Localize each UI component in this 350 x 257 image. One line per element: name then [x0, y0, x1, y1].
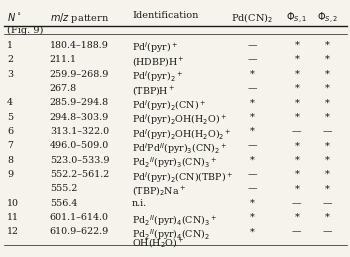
Text: *: *	[250, 113, 254, 122]
Text: 7: 7	[7, 141, 13, 150]
Text: —: —	[292, 227, 301, 236]
Text: 6: 6	[7, 127, 13, 136]
Text: (TBP)H$^+$: (TBP)H$^+$	[132, 84, 175, 97]
Text: 3: 3	[7, 70, 13, 79]
Text: OH(H$_2$O)$^+$: OH(H$_2$O)$^+$	[132, 236, 184, 249]
Text: —: —	[247, 84, 257, 93]
Text: *: *	[325, 185, 330, 194]
Text: *: *	[250, 127, 254, 136]
Text: —: —	[323, 127, 332, 136]
Text: *: *	[325, 113, 330, 122]
Text: 610.9–622.9: 610.9–622.9	[50, 227, 109, 236]
Text: n.i.: n.i.	[132, 199, 147, 208]
Text: *: *	[250, 156, 254, 165]
Text: 552.2–561.2: 552.2–561.2	[50, 170, 109, 179]
Text: —: —	[247, 141, 257, 150]
Text: —: —	[247, 55, 257, 64]
Text: 285.9–294.8: 285.9–294.8	[50, 98, 109, 107]
Text: Pd$_2$$^{II}$(pyr)$_4$(CN)$_2$: Pd$_2$$^{II}$(pyr)$_4$(CN)$_2$	[132, 227, 210, 242]
Text: 1: 1	[7, 41, 13, 50]
Text: 211.1: 211.1	[50, 55, 77, 64]
Text: *: *	[325, 141, 330, 150]
Text: 9: 9	[7, 170, 13, 179]
Text: Pd$^I$Pd$^{II}$(pyr)$_3$(CN)$_2$$^+$: Pd$^I$Pd$^{II}$(pyr)$_3$(CN)$_2$$^+$	[132, 141, 228, 156]
Text: 4: 4	[7, 98, 13, 107]
Text: *: *	[325, 55, 330, 64]
Text: Pd$_2$$^{II}$(pyr)$_4$(CN)$_3$$^+$: Pd$_2$$^{II}$(pyr)$_4$(CN)$_3$$^+$	[132, 213, 217, 228]
Text: *: *	[250, 199, 254, 208]
Text: —: —	[292, 199, 301, 208]
Text: *: *	[294, 84, 299, 93]
Text: —: —	[247, 185, 257, 194]
Text: 313.1–322.0: 313.1–322.0	[50, 127, 109, 136]
Text: $N^\circ$
(Fig. 9): $N^\circ$ (Fig. 9)	[7, 11, 43, 35]
Text: —: —	[323, 199, 332, 208]
Text: 11: 11	[7, 213, 19, 222]
Text: *: *	[294, 70, 299, 79]
Text: *: *	[325, 98, 330, 107]
Text: *: *	[325, 41, 330, 50]
Text: *: *	[294, 141, 299, 150]
Text: *: *	[294, 156, 299, 165]
Text: 601.1–614.0: 601.1–614.0	[50, 213, 109, 222]
Text: 523.0–533.9: 523.0–533.9	[50, 156, 109, 165]
Text: Pd$^I$(pyr)$_2$(CN)$^+$: Pd$^I$(pyr)$_2$(CN)$^+$	[132, 98, 206, 113]
Text: *: *	[325, 213, 330, 222]
Text: Pd$^I$(pyr)$_2$OH(H$_2$O)$^+$: Pd$^I$(pyr)$_2$OH(H$_2$O)$^+$	[132, 113, 227, 127]
Text: —: —	[247, 41, 257, 50]
Text: $\Phi_{S,2}$: $\Phi_{S,2}$	[317, 11, 338, 26]
Text: 267.8: 267.8	[50, 84, 77, 93]
Text: $\Phi_{S,1}$: $\Phi_{S,1}$	[286, 11, 307, 26]
Text: Identification: Identification	[132, 11, 198, 20]
Text: 556.4: 556.4	[50, 199, 77, 208]
Text: *: *	[325, 70, 330, 79]
Text: *: *	[294, 113, 299, 122]
Text: $m/z$ pattern: $m/z$ pattern	[50, 11, 109, 25]
Text: —: —	[323, 227, 332, 236]
Text: 180.4–188.9: 180.4–188.9	[50, 41, 109, 50]
Text: Pd(CN)$_2$: Pd(CN)$_2$	[231, 11, 273, 25]
Text: *: *	[250, 213, 254, 222]
Text: *: *	[250, 70, 254, 79]
Text: *: *	[294, 98, 299, 107]
Text: —: —	[292, 127, 301, 136]
Text: *: *	[250, 98, 254, 107]
Text: 259.9–268.9: 259.9–268.9	[50, 70, 109, 79]
Text: 12: 12	[7, 227, 19, 236]
Text: 555.2: 555.2	[50, 185, 77, 194]
Text: 5: 5	[7, 113, 13, 122]
Text: Pd$_2$$^{II}$(pyr)$_3$(CN)$_3$$^+$: Pd$_2$$^{II}$(pyr)$_3$(CN)$_3$$^+$	[132, 156, 217, 170]
Text: Pd$^I$(pyr)$^+$: Pd$^I$(pyr)$^+$	[132, 41, 178, 56]
Text: *: *	[294, 213, 299, 222]
Text: 8: 8	[7, 156, 13, 165]
Text: *: *	[294, 170, 299, 179]
Text: *: *	[325, 170, 330, 179]
Text: —: —	[247, 170, 257, 179]
Text: 10: 10	[7, 199, 19, 208]
Text: *: *	[294, 55, 299, 64]
Text: Pd$^I$(pyr)$_2$$^+$: Pd$^I$(pyr)$_2$$^+$	[132, 70, 183, 84]
Text: 496.0–509.0: 496.0–509.0	[50, 141, 109, 150]
Text: 2: 2	[7, 55, 13, 64]
Text: *: *	[294, 185, 299, 194]
Text: *: *	[325, 156, 330, 165]
Text: Pd$^I$(pyr)$_2$(CN)(TBP)$^+$: Pd$^I$(pyr)$_2$(CN)(TBP)$^+$	[132, 170, 233, 185]
Text: *: *	[325, 84, 330, 93]
Text: (HDBP)H$^+$: (HDBP)H$^+$	[132, 55, 185, 68]
Text: Pd$^I$(pyr)$_2$OH(H$_2$O)$_2$$^+$: Pd$^I$(pyr)$_2$OH(H$_2$O)$_2$$^+$	[132, 127, 232, 142]
Text: (TBP)$_2$Na$^+$: (TBP)$_2$Na$^+$	[132, 185, 186, 197]
Text: *: *	[294, 41, 299, 50]
Text: *: *	[250, 227, 254, 236]
Text: 294.8–303.9: 294.8–303.9	[50, 113, 109, 122]
